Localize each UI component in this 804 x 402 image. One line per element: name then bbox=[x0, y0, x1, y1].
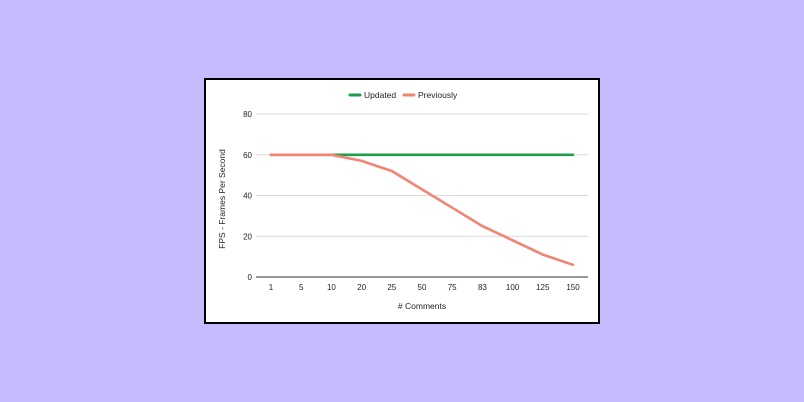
x-tick-label: 10 bbox=[327, 283, 336, 292]
x-tick-label: 5 bbox=[299, 283, 304, 292]
y-tick-label: 80 bbox=[243, 110, 252, 119]
y-tick-label: 40 bbox=[243, 192, 252, 201]
y-tick-label: 60 bbox=[243, 151, 252, 160]
x-tick-label: 100 bbox=[506, 283, 520, 292]
y-tick-label: 0 bbox=[248, 273, 253, 282]
y-tick-label: 20 bbox=[243, 232, 252, 241]
x-tick-label: 1 bbox=[269, 283, 274, 292]
x-tick-label: 75 bbox=[448, 283, 457, 292]
x-tick-label: 125 bbox=[536, 283, 550, 292]
legend-label-updated: Updated bbox=[364, 90, 396, 100]
line-chart: 0 20 40 60 80 1 5 10 20 25 50 75 83 100 125 150 Updated… bbox=[217, 90, 588, 311]
x-tick-label: 25 bbox=[387, 283, 396, 292]
series-line-previously bbox=[269, 153, 575, 267]
x-tick-label: 83 bbox=[478, 283, 487, 292]
chart-card: 0 20 40 60 80 1 5 10 20 25 50 75 83 100 125 150 Updated… bbox=[204, 78, 600, 324]
x-tick-label: 150 bbox=[566, 283, 580, 292]
x-tick-label: 50 bbox=[418, 283, 427, 292]
y-axis-title: FPS - Frames Per Second bbox=[217, 149, 227, 249]
legend-label-previously: Previously bbox=[418, 90, 458, 100]
x-axis-title: # Comments bbox=[398, 301, 446, 311]
x-tick-label: 20 bbox=[357, 283, 366, 292]
legend: Updated Previously bbox=[348, 90, 458, 100]
axes: 0 20 40 60 80 1 5 10 20 25 50 75 83 100 125 150 bbox=[243, 110, 588, 292]
gridlines bbox=[256, 113, 588, 237]
series-lines bbox=[269, 153, 575, 267]
